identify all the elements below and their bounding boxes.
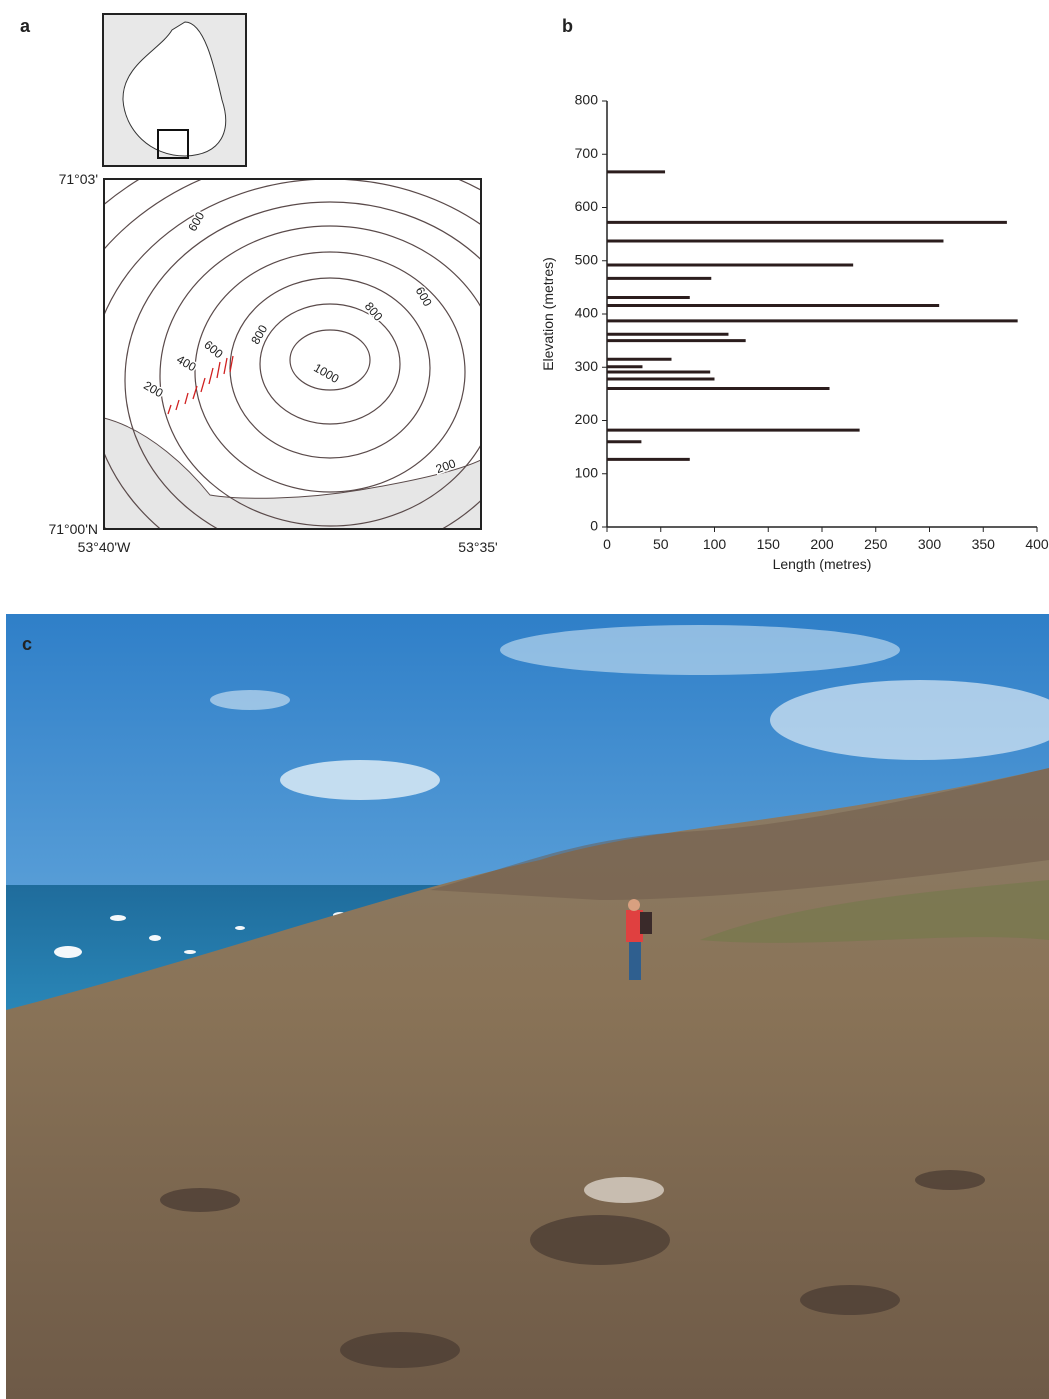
contour-line bbox=[159, 225, 481, 527]
x-tick-label: 0 bbox=[603, 536, 611, 552]
x-tick-label: 200 bbox=[810, 536, 834, 552]
contour-line bbox=[124, 201, 481, 529]
latitude-label: 71°03' bbox=[59, 171, 98, 187]
contour-line bbox=[289, 329, 371, 391]
contour-line bbox=[259, 303, 401, 425]
x-axis-label: Length (metres) bbox=[773, 556, 872, 572]
x-tick-label: 150 bbox=[757, 536, 781, 552]
longitude-label: 53°40'W bbox=[78, 539, 131, 555]
y-tick-label: 700 bbox=[575, 145, 599, 161]
bar-chart: 0 100 200 300 400 500 600 700 800 0 50 100 150 200 250… bbox=[540, 92, 1049, 572]
y-tick-label: 400 bbox=[575, 305, 599, 321]
panel-label: c bbox=[22, 634, 32, 654]
latitude-label: 71°00'N bbox=[48, 521, 98, 537]
inset-locator bbox=[157, 129, 189, 159]
x-tick-label: 300 bbox=[918, 536, 942, 552]
x-tick-label: 400 bbox=[1025, 536, 1049, 552]
map-frame bbox=[103, 178, 482, 530]
panel-label: a bbox=[20, 16, 31, 36]
photo bbox=[6, 614, 1049, 1399]
x-tick-label: 350 bbox=[972, 536, 996, 552]
contour-line bbox=[229, 277, 431, 459]
y-tick-label: 600 bbox=[575, 198, 599, 214]
x-tick-label: 100 bbox=[703, 536, 727, 552]
map-sea bbox=[104, 417, 481, 529]
slope-streaks bbox=[167, 355, 234, 415]
panel-label: b bbox=[562, 16, 573, 36]
x-tick-label: 250 bbox=[864, 536, 888, 552]
island-outline bbox=[122, 21, 227, 157]
y-tick-label: 0 bbox=[590, 518, 598, 534]
y-axis-label: Elevation (metres) bbox=[540, 257, 556, 371]
y-tick-label: 200 bbox=[575, 411, 599, 427]
contour-line bbox=[194, 251, 466, 493]
y-tick-label: 800 bbox=[575, 92, 599, 108]
y-tick-label: 500 bbox=[575, 251, 599, 267]
x-tick-label: 50 bbox=[653, 536, 669, 552]
y-tick-label: 100 bbox=[575, 464, 599, 480]
hiker bbox=[626, 899, 652, 980]
y-tick-label: 300 bbox=[575, 358, 599, 374]
longitude-label: 53°35' bbox=[458, 539, 497, 555]
